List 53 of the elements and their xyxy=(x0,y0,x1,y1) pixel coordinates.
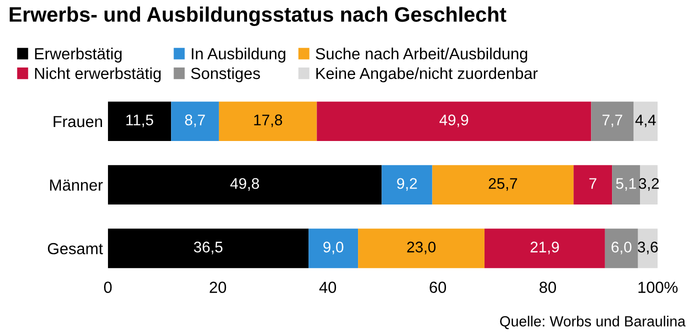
legend-label: In Ausbildung xyxy=(192,48,286,63)
bar xyxy=(612,165,640,205)
bar xyxy=(604,228,638,268)
bar xyxy=(316,102,592,141)
data-label: 11,5 xyxy=(126,114,154,128)
bar xyxy=(591,102,634,141)
data-label: 9,0 xyxy=(323,242,344,254)
data-label: 6,0 xyxy=(612,242,632,254)
bar xyxy=(634,102,658,141)
bar xyxy=(574,165,612,205)
data-label: 25,7 xyxy=(488,178,518,191)
data-label: 5,1 xyxy=(616,178,636,191)
bar xyxy=(171,102,219,141)
bar xyxy=(382,165,432,205)
x-tick-label: 0 xyxy=(104,282,112,293)
y-tick-label: Gesamt xyxy=(48,243,103,254)
legend-label: Suche nach Arbeit/Ausbildung xyxy=(316,48,528,63)
legend-label: Sonstiges xyxy=(191,67,260,82)
bar xyxy=(640,165,658,205)
bar xyxy=(108,102,172,141)
data-label: 4,4 xyxy=(635,114,656,128)
x-tick-label: 20 xyxy=(210,282,226,293)
chart-title: Erwerbs- und Ausbildungsstatus nach Geschlecht xyxy=(10,6,506,26)
bar xyxy=(638,228,658,268)
data-label: 3,6 xyxy=(638,242,658,254)
x-tick-label: 60 xyxy=(430,282,446,293)
data-label: 23,0 xyxy=(407,242,436,254)
data-label: 8,7 xyxy=(185,114,205,128)
data-label: 7,7 xyxy=(602,114,622,128)
y-tick-label: Männer xyxy=(50,180,103,191)
x-tick-label: 100% xyxy=(638,282,678,293)
bar xyxy=(308,228,358,268)
bar xyxy=(358,228,485,268)
legend-label: Erwerbstätig xyxy=(35,48,122,63)
bar xyxy=(432,165,574,205)
data-label: 7 xyxy=(589,178,596,189)
data-label: 36,5 xyxy=(194,242,222,254)
data-label: 49,9 xyxy=(439,114,468,128)
legend-label: Keine Angabe/nicht zuordenbar xyxy=(316,67,538,82)
legend-label: Nicht erwerbstätig xyxy=(35,67,161,82)
bar xyxy=(218,102,317,141)
data-label: 49,8 xyxy=(230,178,259,191)
data-label: 21,9 xyxy=(530,242,559,254)
data-label: 9,2 xyxy=(397,178,417,191)
x-tick-label: 40 xyxy=(319,282,336,293)
data-label: 3,2 xyxy=(638,178,659,191)
bar xyxy=(484,228,605,268)
source-note: Quelle: Worbs und Baraulina xyxy=(500,316,686,330)
x-tick-label: 80 xyxy=(540,282,556,293)
bar xyxy=(108,165,382,205)
bar xyxy=(108,228,309,268)
data-label: 17,8 xyxy=(254,114,282,128)
y-tick-label: Frauen xyxy=(54,116,102,128)
